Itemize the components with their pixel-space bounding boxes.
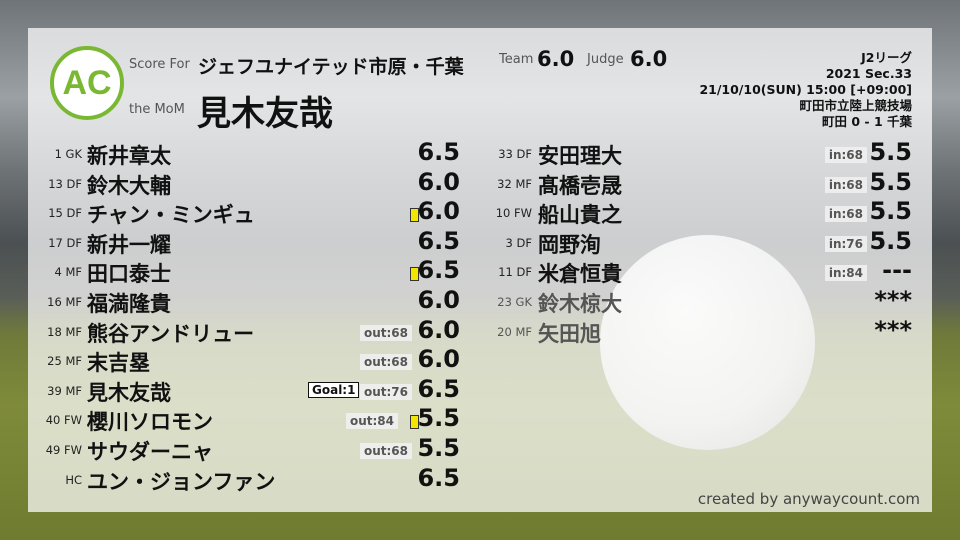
player-number-position: 16 MF bbox=[47, 295, 82, 309]
player-number-position: 15 DF bbox=[48, 206, 82, 221]
player-score: 5.5 bbox=[417, 434, 460, 462]
player-number-position: 3 DF bbox=[505, 235, 532, 250]
player-name: 福満隆貴 bbox=[87, 292, 171, 316]
player-number-position: 17 DF bbox=[48, 235, 82, 250]
player-number-position: 32 MF bbox=[497, 176, 532, 191]
team-name: ジェフユナイテッド市原・千葉 bbox=[198, 56, 464, 78]
substitution-badge: out:84 bbox=[345, 413, 398, 430]
player-number-position: 23 GK bbox=[497, 295, 532, 309]
player-name: 熊谷アンドリュー bbox=[87, 321, 255, 346]
player-number-position: 18 MF bbox=[47, 324, 82, 339]
mom-name: 見木友哉 bbox=[197, 94, 333, 134]
substitution-badge: out:68 bbox=[359, 443, 412, 459]
player-name: 櫻川ソロモン bbox=[87, 410, 213, 435]
substitution-badge: in:84 bbox=[824, 265, 867, 282]
player-name: 岡野洵 bbox=[538, 232, 601, 257]
yellow-card-icon bbox=[410, 208, 419, 223]
substitution-badge: out:76 bbox=[359, 383, 412, 400]
player-name: 鈴木椋大 bbox=[538, 292, 622, 316]
anywaycount-logo: AC bbox=[50, 46, 124, 120]
player-score: 6.0 bbox=[417, 167, 460, 196]
player-score: *** bbox=[874, 286, 912, 314]
player-number-position: 25 MF bbox=[47, 354, 82, 369]
player-number-position: 10 FW bbox=[495, 206, 532, 221]
match-info: J2リーグ 2021 Sec.33 21/10/10(SUN) 15:00 [+… bbox=[699, 50, 912, 130]
player-name: 末吉塁 bbox=[87, 351, 150, 376]
league: J2リーグ bbox=[861, 50, 912, 65]
player-number-position: 33 DF bbox=[498, 147, 532, 161]
player-score: 5.5 bbox=[869, 167, 912, 196]
player-score: 6.5 bbox=[417, 138, 460, 166]
player-name: 新井章太 bbox=[87, 144, 171, 168]
player-score: 6.0 bbox=[417, 345, 460, 374]
substitution-badge: in:68 bbox=[824, 206, 867, 223]
player-score: *** bbox=[874, 315, 912, 344]
player-number-position: 13 DF bbox=[48, 176, 82, 191]
credit: created by anywaycount.com bbox=[697, 490, 920, 508]
player-name: ユン・ジョンファン bbox=[87, 469, 276, 494]
player-score: 6.5 bbox=[417, 463, 460, 492]
player-number-position: 40 FW bbox=[45, 413, 82, 428]
player-name: 見木友哉 bbox=[87, 380, 171, 405]
player-name: 米倉恒貴 bbox=[538, 262, 622, 287]
player-score: 5.5 bbox=[869, 197, 912, 226]
player-score: 5.5 bbox=[417, 404, 460, 433]
venue: 町田市立陸上競技場 bbox=[799, 98, 912, 113]
player-score: 6.5 bbox=[417, 256, 460, 285]
substitution-badge: in:68 bbox=[824, 147, 867, 163]
substitution-badge: in:76 bbox=[824, 235, 867, 252]
player-name: 髙橋壱晟 bbox=[538, 173, 622, 198]
player-score: --- bbox=[882, 256, 912, 285]
player-number-position: HC bbox=[65, 472, 82, 487]
player-score: 6.5 bbox=[417, 226, 460, 255]
player-name: 船山貴之 bbox=[538, 203, 622, 228]
substitution-badge: out:68 bbox=[359, 354, 412, 371]
player-name: サウダーニャ bbox=[87, 440, 213, 464]
player-score: 6.0 bbox=[417, 197, 460, 226]
player-name: 新井一耀 bbox=[87, 232, 171, 257]
section: 2021 Sec.33 bbox=[825, 66, 912, 81]
player-score: 6.0 bbox=[417, 315, 460, 344]
player-number-position: 4 MF bbox=[54, 265, 82, 280]
substitution-badge: out:68 bbox=[359, 324, 412, 341]
player-number-position: 49 FW bbox=[45, 443, 82, 457]
result: 町田 0 - 1 千葉 bbox=[822, 114, 912, 129]
player-number-position: 20 MF bbox=[497, 324, 532, 339]
player-score: 5.5 bbox=[869, 138, 912, 166]
player-number-position: 1 GK bbox=[54, 147, 82, 161]
team-score: 6.0 bbox=[537, 47, 575, 71]
judge-score-label: Judge bbox=[587, 52, 624, 67]
player-name: 鈴木大輔 bbox=[87, 173, 171, 198]
substitution-badge: in:68 bbox=[824, 176, 867, 193]
score-for-label: Score For bbox=[129, 57, 190, 72]
player-name: 矢田旭 bbox=[538, 321, 601, 346]
player-name: 安田理大 bbox=[538, 144, 622, 168]
player-number-position: 11 DF bbox=[498, 265, 532, 280]
yellow-card-icon bbox=[410, 415, 419, 430]
team-score-label: Team bbox=[499, 52, 534, 67]
logo-text: AC bbox=[62, 64, 112, 102]
yellow-card-icon bbox=[410, 267, 419, 282]
goal-badge: Goal:1 bbox=[308, 381, 360, 398]
mom-label: the MoM bbox=[129, 102, 185, 117]
player-score: 5.5 bbox=[869, 226, 912, 255]
player-name: 田口泰士 bbox=[87, 262, 171, 287]
player-name: チャン・ミンギュ bbox=[87, 203, 255, 228]
datetime: 21/10/10(SUN) 15:00 [+09:00] bbox=[699, 82, 912, 97]
player-score: 6.5 bbox=[417, 374, 460, 403]
judge-score: 6.0 bbox=[630, 47, 668, 71]
player-number-position: 39 MF bbox=[47, 383, 82, 398]
player-score: 6.0 bbox=[417, 286, 460, 314]
score-panel bbox=[28, 28, 932, 512]
